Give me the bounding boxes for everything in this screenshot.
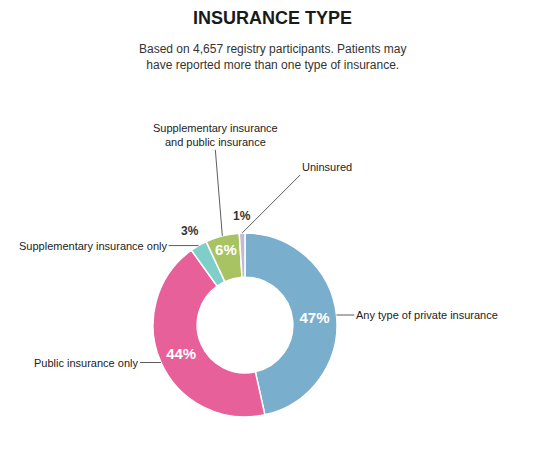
svg-text:3%: 3% xyxy=(181,224,199,238)
svg-text:Public insurance only: Public insurance only xyxy=(34,357,138,369)
svg-text:INSURANCE TYPE: INSURANCE TYPE xyxy=(193,8,352,28)
svg-text:Uninsured: Uninsured xyxy=(302,161,352,173)
svg-text:47%: 47% xyxy=(299,309,329,326)
svg-text:1%: 1% xyxy=(233,209,251,223)
svg-text:Supplementary insurance only: Supplementary insurance only xyxy=(19,240,167,252)
svg-text:Supplementary insuranceand pub: Supplementary insuranceand public insura… xyxy=(153,122,278,148)
svg-text:Any type of private insurance: Any type of private insurance xyxy=(356,309,498,321)
svg-text:Based on 4,657 registry partic: Based on 4,657 registry participants. Pa… xyxy=(139,42,406,72)
svg-text:6%: 6% xyxy=(215,241,237,258)
svg-text:44%: 44% xyxy=(166,345,196,362)
